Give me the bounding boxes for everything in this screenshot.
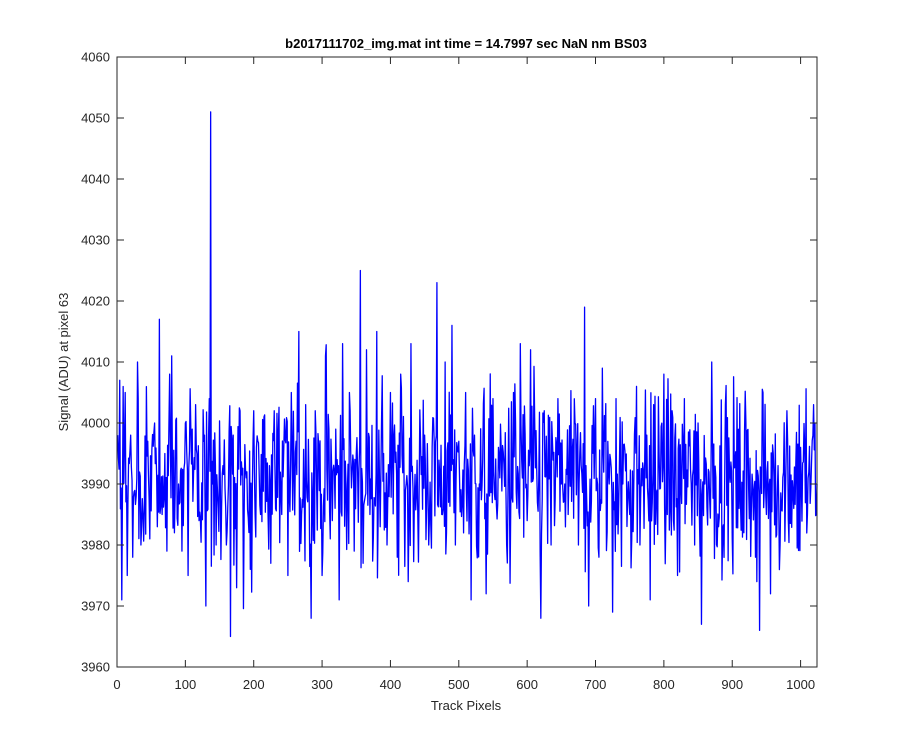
x-tick-label: 300	[311, 677, 333, 692]
x-tick-label: 1000	[786, 677, 815, 692]
y-tick-label: 3990	[81, 477, 110, 492]
y-tick-label: 3980	[81, 538, 110, 553]
x-tick-label: 0	[113, 677, 120, 692]
x-tick-label: 100	[175, 677, 197, 692]
y-tick-label: 4030	[81, 233, 110, 248]
y-tick-label: 4010	[81, 355, 110, 370]
x-axis-ticks: 0 100 200 300 400 500 600 700 800 900 1000	[113, 57, 815, 692]
x-tick-label: 900	[721, 677, 743, 692]
x-tick-label: 400	[380, 677, 402, 692]
y-tick-label: 4020	[81, 294, 110, 309]
chart-title: b2017111702_img.mat int time = 14.7997 s…	[285, 36, 647, 51]
y-tick-label: 4000	[81, 416, 110, 431]
x-tick-label: 600	[516, 677, 538, 692]
x-tick-label: 500	[448, 677, 470, 692]
x-tick-label: 700	[585, 677, 607, 692]
y-tick-label: 4060	[81, 50, 110, 65]
y-tick-label: 4040	[81, 172, 110, 187]
y-tick-label: 3960	[81, 660, 110, 675]
y-axis-label: Signal (ADU) at pixel 63	[56, 293, 71, 432]
x-axis-label: Track Pixels	[431, 698, 502, 713]
x-tick-label: 200	[243, 677, 265, 692]
y-tick-label: 3970	[81, 599, 110, 614]
x-tick-label: 800	[653, 677, 675, 692]
y-tick-label: 4050	[81, 111, 110, 126]
y-axis-ticks: 3960 3970 3980 3990 4000 4010 4020 4030 4040 4050…	[81, 50, 817, 675]
signal-series-line	[117, 111, 818, 638]
